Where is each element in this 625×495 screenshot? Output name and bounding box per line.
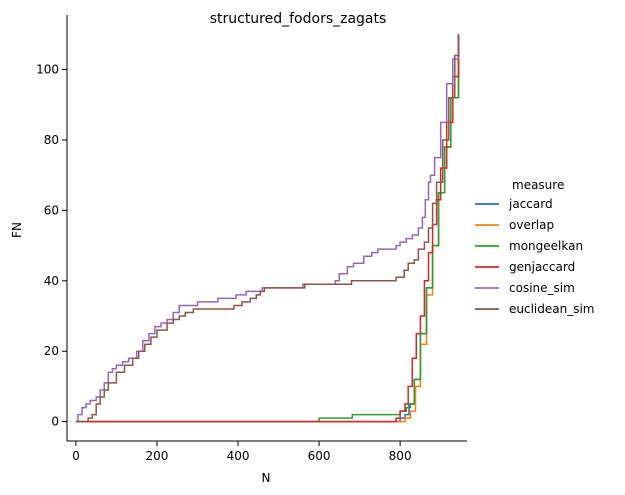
- legend-label-overlap: overlap: [509, 218, 554, 232]
- y-tick-label: 60: [44, 203, 59, 217]
- legend-title: measure: [512, 178, 564, 192]
- legend-label-mongeelkan: mongeelkan: [509, 239, 583, 253]
- chart-title: structured_fodors_zagats: [210, 11, 387, 27]
- series-line-mongeelkan: [75, 34, 460, 423]
- legend: measure jaccard overlap mongeelkan genjacca…: [475, 178, 595, 316]
- x-tick-label: 0: [72, 449, 80, 463]
- y-tick-label: 0: [51, 415, 59, 429]
- y-tick-label: 40: [44, 274, 59, 288]
- series-line-euclidean_sim: [75, 34, 460, 423]
- x-tick-label: 200: [146, 449, 169, 463]
- plot-area: 0 200 400 600 800 0 20 40 60 80 100: [36, 15, 467, 463]
- legend-label-cosine_sim: cosine_sim: [509, 281, 575, 295]
- series-line-cosine_sim: [75, 34, 460, 423]
- x-tick-label: 600: [308, 449, 331, 463]
- y-tick-label: 20: [44, 344, 59, 358]
- x-axis-label: N: [262, 471, 271, 485]
- legend-label-genjaccard: genjaccard: [509, 260, 575, 274]
- series-line-genjaccard: [75, 34, 460, 423]
- x-tick-label: 800: [389, 449, 412, 463]
- x-tick-label: 400: [227, 449, 250, 463]
- legend-label-euclidean_sim: euclidean_sim: [509, 302, 595, 316]
- y-tick-label: 100: [36, 63, 59, 77]
- y-tick-label: 80: [44, 133, 59, 147]
- y-axis-label: FN: [10, 222, 24, 238]
- legend-label-jaccard: jaccard: [508, 197, 553, 211]
